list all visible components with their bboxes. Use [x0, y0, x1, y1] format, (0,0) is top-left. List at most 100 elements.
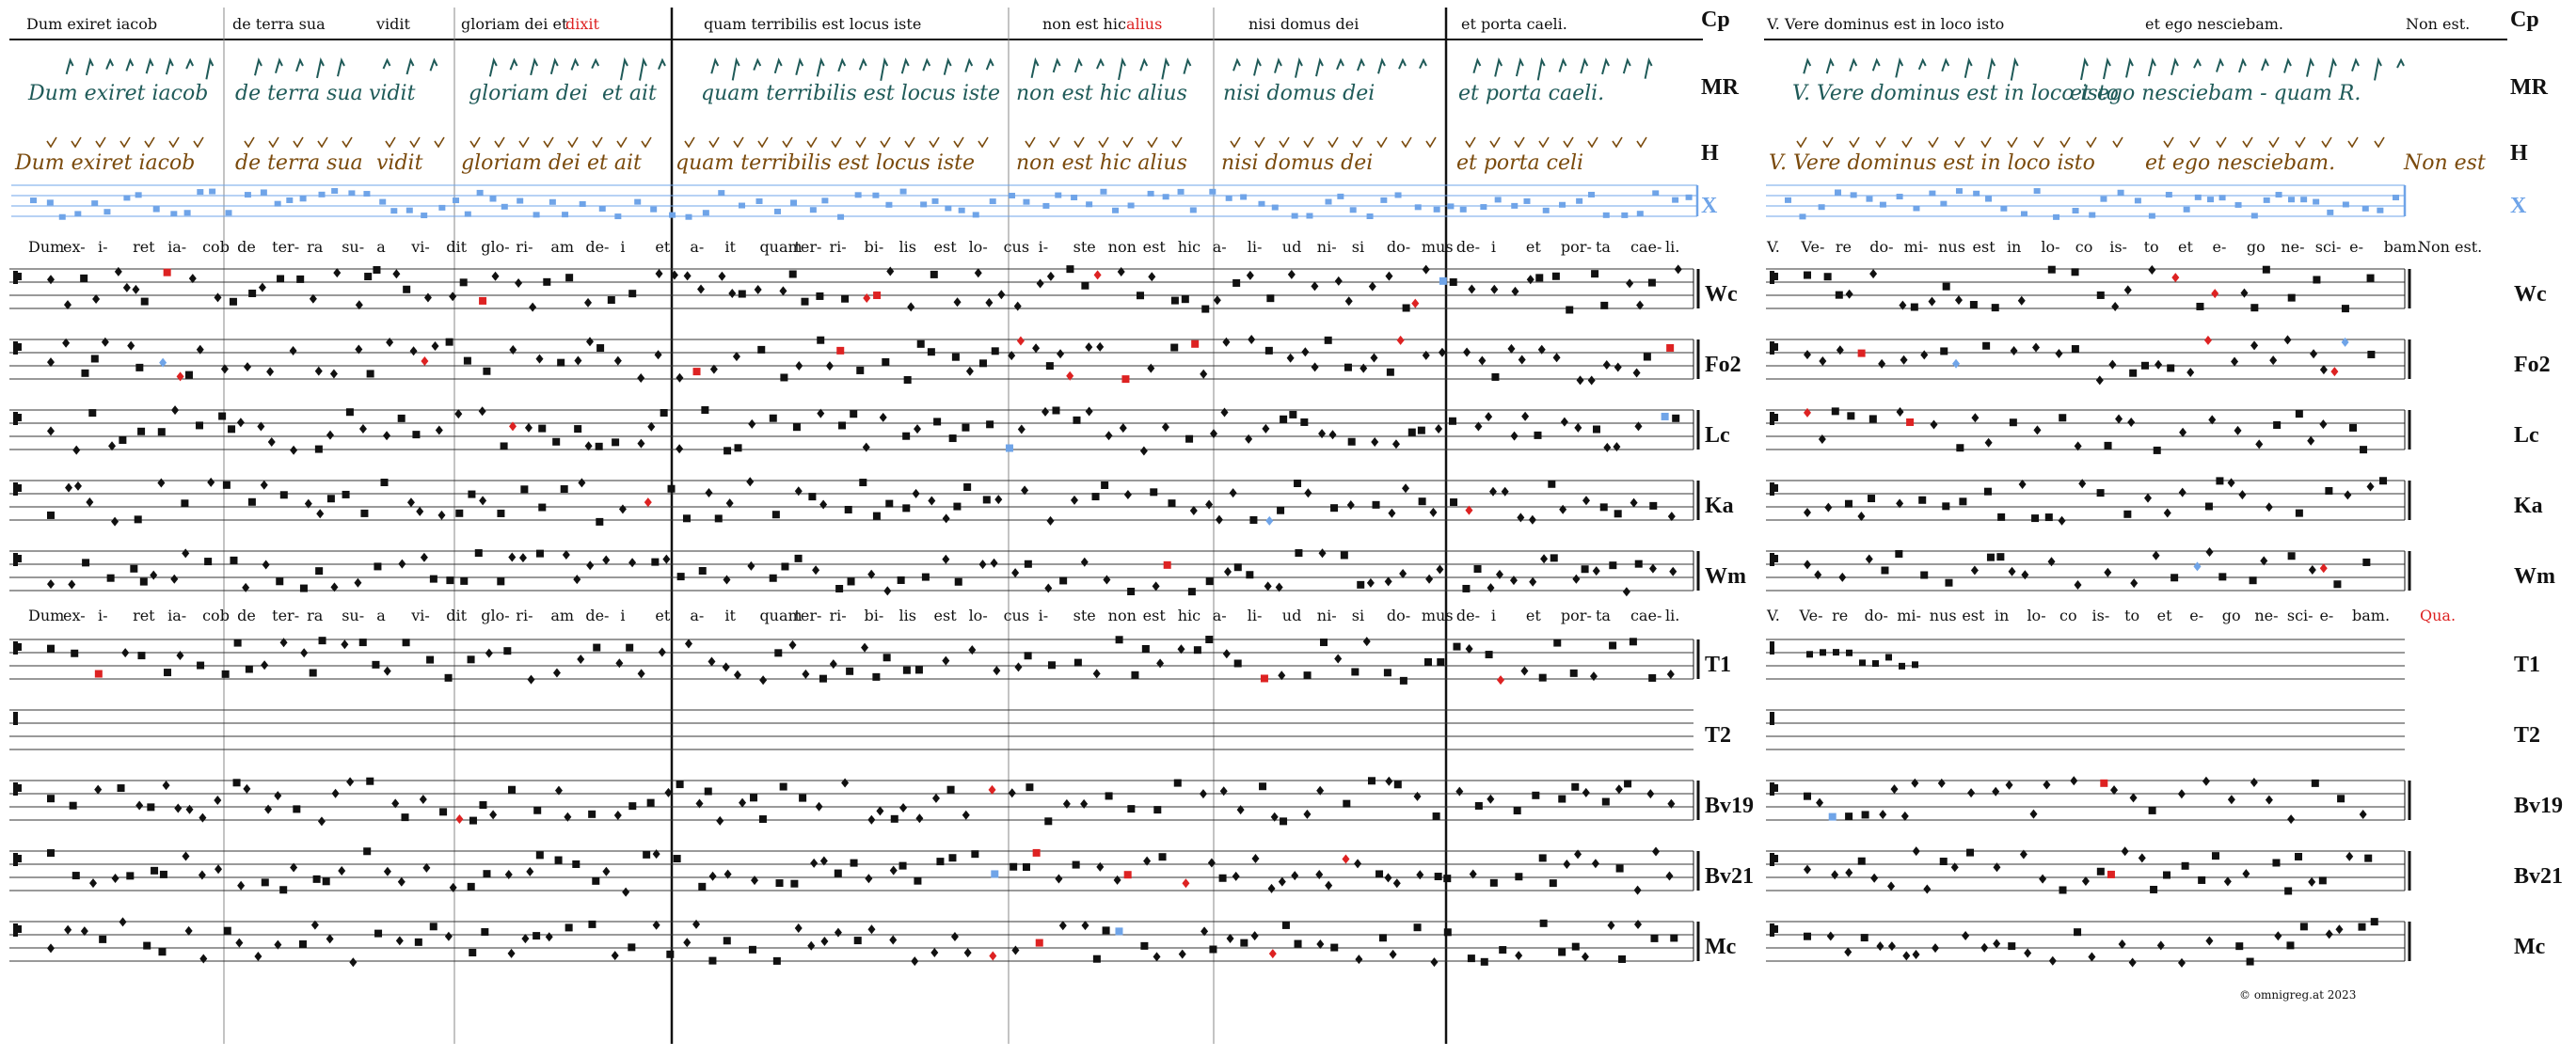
siglum-left-Mc: Mc: [1705, 935, 1737, 959]
staff-left-Fo2-note: [1121, 375, 1130, 384]
lyric-a-36: ud: [1282, 238, 1302, 256]
staff-left-Bv19-note: [1173, 779, 1182, 787]
staff-left-Fo2-note: [596, 344, 605, 353]
staff-right-Fo2-note: [2095, 375, 2104, 386]
staff-left-Ka-note: [1429, 507, 1438, 517]
staff-left-Bv19-note: [1367, 777, 1375, 785]
siglum-left-Bv19: Bv19: [1705, 794, 1754, 818]
x-staff-left-neume: [809, 207, 817, 213]
x-staff-left-neume: [476, 189, 484, 196]
right-lyric-b-11: to: [2124, 607, 2139, 624]
staff-left-Wm-note: [867, 569, 876, 579]
staff-left-Mc-note: [611, 951, 619, 961]
staff-left-Wc-note: [459, 278, 468, 287]
staff-left-Ka-note: [1215, 514, 1223, 525]
x-staff-right-neume: [1850, 192, 1857, 198]
mr-neume-stroke-0-0: [65, 57, 74, 75]
h-neume-5-2: [1073, 136, 1085, 149]
staff-left-T1-note: [684, 639, 692, 649]
staff-left-Bv21-note: [1392, 878, 1401, 889]
staff-right-Fo2-note: [2231, 356, 2239, 367]
staff-right-Wm-note: [2074, 580, 2082, 591]
staff-right-T1-note: [1872, 660, 1879, 668]
staff-right-Ka-note: [1844, 499, 1852, 508]
staff-right-Bv21-note: [2138, 853, 2146, 863]
staff-left-Ka-note: [1667, 512, 1676, 522]
x-staff-right-neume: [2327, 209, 2334, 215]
staff-left-Wc-note: [565, 274, 574, 282]
staff-right-Bv21-note: [1845, 867, 1853, 877]
staff-left-Lc-note: [538, 424, 547, 433]
staff-right-Lc-note: [1971, 413, 1980, 423]
staff-right-Fo2-note: [1982, 341, 1991, 350]
staff-left-T1-note: [1423, 657, 1432, 666]
staff-left-Bv19-note: [758, 815, 767, 824]
mr-segment-3: gloriam dei: [469, 82, 588, 105]
lyric-b-28: cus: [1004, 607, 1029, 624]
staff-left-Wm-note: [954, 577, 962, 586]
staff-right-Fo2-note: [1836, 345, 1844, 355]
mr-right-neume-stroke-0-4: [1895, 57, 1904, 78]
staff-left-Lc-note: [660, 408, 668, 417]
staff-left-Fo2-note: [676, 372, 684, 383]
staff-right-Ka-note: [2366, 481, 2375, 492]
staff-left-Wc-note: [801, 297, 809, 306]
right-text-segment-2: Non est.: [2406, 15, 2470, 33]
staff-left-Bv19-note: [1153, 806, 1162, 814]
staff-left-Wm-note: [497, 577, 505, 586]
staff-right-Ka-note: [1857, 511, 1866, 521]
staff-left-Wc-note: [355, 300, 363, 310]
mr-right-neume-stroke-0-0: [1803, 57, 1812, 74]
staff-right-Bv19-note: [2250, 778, 2258, 788]
staff-left-Ka-note: [497, 509, 505, 517]
staff-left-Lc-note: [1371, 436, 1379, 447]
staff-right-Bv19-note: [2177, 789, 2186, 799]
staff-left-Wm-note: [562, 549, 570, 560]
staff-left-Lc-note: [1592, 425, 1600, 434]
staff-left-Bv19-note: [779, 782, 787, 791]
staff-left-Wc-note: [863, 293, 871, 304]
staff-left-Wc-note: [333, 268, 342, 278]
staff-left-Wm-note: [1425, 574, 1434, 584]
staff-left-Wc-note: [1591, 270, 1599, 278]
staff-right-Ka-note: [1983, 487, 1992, 496]
mr-neume-stroke-5-9: [900, 57, 910, 74]
right-lyric-b-0: V.: [1766, 607, 1780, 624]
h-neume-7-3: [1538, 136, 1550, 149]
staff-right-Wm-note: [2308, 564, 2316, 575]
x-staff-left-neume: [209, 188, 216, 195]
staff-right-Fo2-note: [2319, 365, 2328, 375]
mr-neume-stroke-8-5: [1580, 57, 1589, 74]
staff-right-Mc-note: [2128, 957, 2137, 968]
staff-left-Wm-note: [68, 579, 76, 590]
staff-left-Lc-note: [1042, 406, 1050, 417]
x-staff-left-neume: [1337, 193, 1344, 199]
staff-left-Mc-note: [950, 932, 959, 942]
lyric-b-46: cae-: [1630, 607, 1662, 624]
staff-left-Ka-note: [1599, 503, 1608, 512]
x-staff-right-neume: [2288, 197, 2296, 203]
staff-left-Bv21-note: [1574, 849, 1582, 860]
staff-right-Bv21-note: [1993, 862, 2001, 873]
lyric-b-0: Dum: [28, 607, 64, 624]
x-staff-left-neume: [945, 205, 952, 212]
lyric-b-10: a: [376, 607, 386, 624]
h-neume-1-2: [293, 136, 304, 149]
staff-right-Bv21-note: [2121, 846, 2129, 857]
staff-left-Fo2-note: [1222, 337, 1231, 347]
lyric-b-4: ia-: [167, 607, 186, 624]
staff-left-Ka-note: [982, 496, 991, 504]
staff-left-Wm-note: [781, 562, 789, 571]
staff-left-Mc-note: [1467, 954, 1475, 963]
mr-neume-stroke-1-0: [254, 57, 262, 76]
staff-left-Bv21-note: [383, 866, 391, 876]
staff-left-T1-note: [402, 639, 410, 647]
staff-left-Wc-note: [1066, 265, 1074, 274]
staff-left-Bv19-note: [664, 787, 673, 797]
staff-left-Lc-note: [1280, 415, 1288, 423]
staff-left-Bv21-note: [936, 858, 945, 866]
mr-neume-stroke-5-11: [943, 57, 952, 75]
staff-left-Ka-note: [1229, 488, 1237, 498]
staff-right-Ka-note: [2379, 477, 2388, 485]
staff-right-Mc-note: [2246, 957, 2254, 966]
